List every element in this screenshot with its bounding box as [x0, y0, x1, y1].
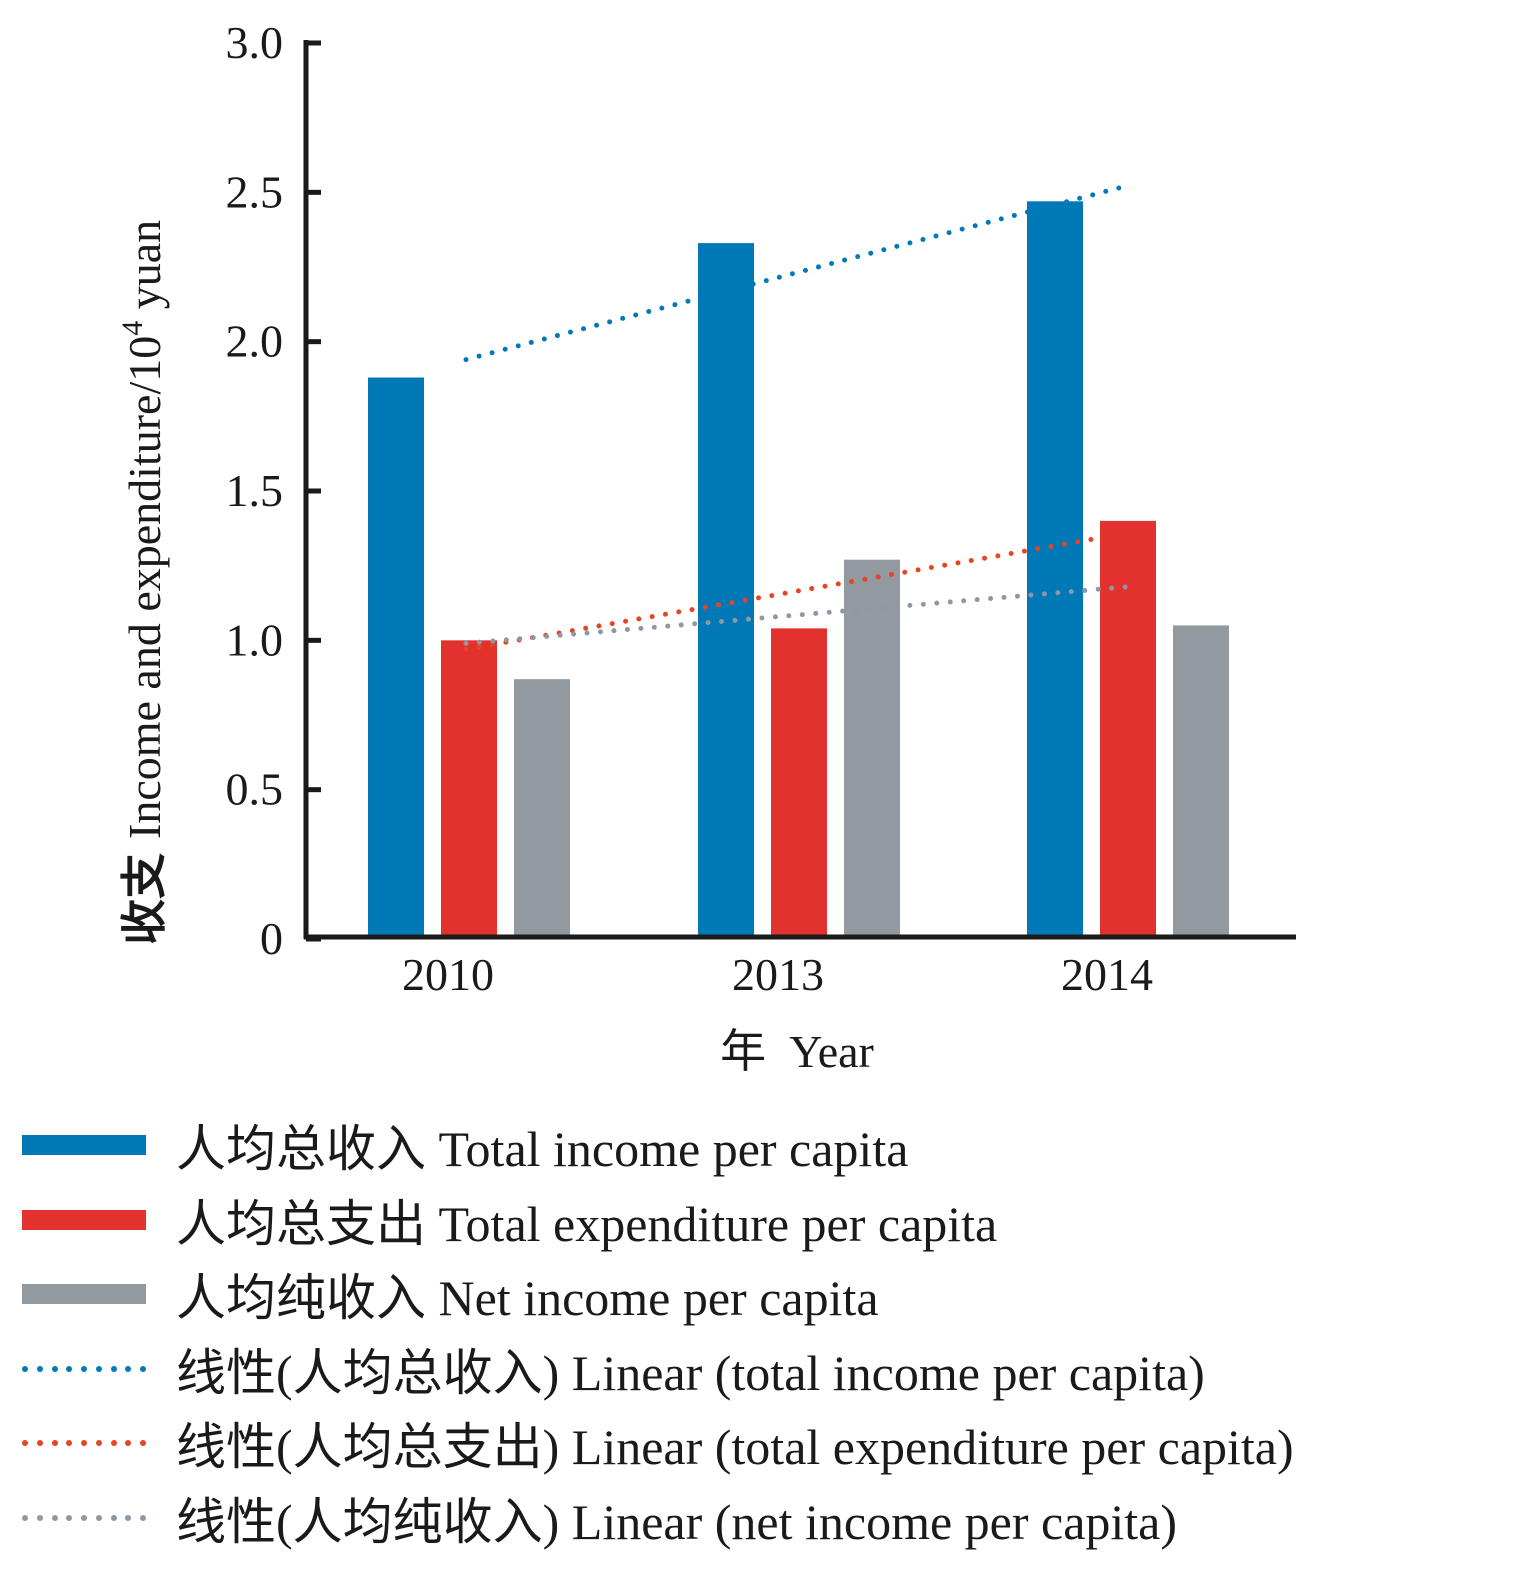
- x-tick-label: 2010: [402, 949, 494, 1000]
- legend-item: 线性(人均总支出) Linear (total expenditure per …: [22, 1406, 1294, 1481]
- y-ticks-group: 0 0.5 1.0 1.5 2.0 2.5 3.0: [226, 17, 321, 964]
- legend: 人均总收入 Total income per capita 人均总支出 Total…: [22, 1108, 1294, 1555]
- legend-dot: [51, 1514, 58, 1521]
- legend-dot: [95, 1514, 102, 1521]
- trendline-0: [463, 183, 1128, 363]
- legend-dot: [22, 1514, 28, 1521]
- svg-text:收支Income and expenditure/104 y: 收支 Income and expenditure/104 yuan: [116, 220, 170, 945]
- bar-series-2-2014: [1173, 625, 1229, 939]
- legend-dot: [66, 1514, 73, 1521]
- legend-dot: [51, 1440, 58, 1447]
- y-axis-title-unit: yuan: [119, 220, 170, 321]
- legend-dot: [22, 1440, 28, 1447]
- y-tick-label: 2.5: [226, 166, 284, 217]
- legend-dot: [140, 1440, 146, 1447]
- legend-label: 线性(人均总支出) Linear (total expenditure per …: [176, 1419, 1294, 1476]
- legend-swatch-dotted-line: [22, 1365, 146, 1373]
- x-tick-label: 2013: [732, 949, 824, 1000]
- legend-dot: [125, 1514, 132, 1521]
- x-axis-title: 年 Year: [720, 1026, 874, 1077]
- legend-item: 人均总支出 Total expenditure per capita: [22, 1183, 1294, 1258]
- legend-dot: [81, 1365, 87, 1372]
- legend-dot: [36, 1365, 43, 1372]
- bar-series-1-2010: [441, 640, 497, 939]
- legend-dot: [22, 1365, 28, 1372]
- legend-swatch-dotted-line: [22, 1514, 146, 1522]
- trendline-2: [463, 584, 1133, 646]
- legend-dot: [125, 1440, 132, 1447]
- legend-dot: [140, 1365, 146, 1372]
- legend-item: 人均纯收入 Net income per capita: [22, 1257, 1294, 1332]
- y-tick-label: 0: [260, 913, 283, 964]
- legend-label: 线性(人均纯收入) Linear (net income per capita): [176, 1493, 1178, 1550]
- bar-chart: 00.51.01.52.02.53.0 2010 2013 2014 年 Year …: [116, 17, 1296, 1077]
- bar-series-2-2013: [844, 559, 900, 939]
- legend-dot: [81, 1440, 87, 1447]
- legend-item: 线性(人均纯收入) Linear (net income per capita): [22, 1481, 1294, 1556]
- legend-dot: [51, 1365, 58, 1372]
- legend-dot: [36, 1440, 43, 1447]
- y-tick-label: 1.0: [226, 614, 284, 665]
- bar-series-1-2014: [1100, 520, 1156, 939]
- trendlines-group: [463, 183, 1133, 652]
- legend-dot: [110, 1440, 117, 1447]
- y-tick-label: 2.0: [226, 316, 284, 367]
- y-axis-title-sup: 4: [116, 321, 149, 336]
- bar-series-1-2013: [771, 628, 827, 939]
- y-axis-title-cn: 收支: [119, 853, 170, 945]
- legend-item: 人均总收入 Total income per capita: [22, 1108, 1294, 1183]
- x-tick-label: 2014: [1061, 949, 1153, 1000]
- legend-dot: [95, 1365, 102, 1372]
- legend-dot: [125, 1365, 132, 1372]
- y-axis-title-en: Income and expenditure/10: [119, 336, 170, 839]
- legend-label: 人均纯收入 Net income per capita: [176, 1270, 879, 1327]
- y-tick-label: 3.0: [226, 17, 284, 68]
- legend-label: 线性(人均总收入) Linear (total income per capit…: [176, 1344, 1205, 1401]
- legend-dot: [110, 1514, 117, 1521]
- y-tick-label: 0.5: [226, 764, 284, 815]
- legend-swatch-bar: [22, 1284, 146, 1305]
- bars-group: [368, 201, 1229, 939]
- legend-swatch-bar: [22, 1135, 146, 1156]
- bar-series-0-2013: [698, 243, 754, 939]
- legend-dot: [95, 1440, 102, 1447]
- legend-dot: [140, 1514, 146, 1521]
- legend-dot: [81, 1514, 87, 1521]
- y-axis-title: 收支 Income and expenditure/104 yuan: [116, 220, 170, 945]
- legend-dot: [36, 1514, 43, 1521]
- bar-series-0-2010: [368, 377, 424, 939]
- trendline-1: [463, 536, 1098, 652]
- legend-dot: [110, 1365, 117, 1372]
- legend-dot: [66, 1365, 73, 1372]
- legend-label: 人均总收入 Total income per capita: [176, 1121, 909, 1178]
- legend-dot: [66, 1440, 73, 1447]
- y-tick-label: 1.5: [226, 465, 284, 516]
- bar-series-2-2010: [514, 679, 570, 939]
- legend-swatch-bar: [22, 1209, 146, 1230]
- legend-label: 人均总支出 Total expenditure per capita: [176, 1195, 998, 1252]
- legend-item: 线性(人均总收入) Linear (total income per capit…: [22, 1332, 1294, 1407]
- legend-swatch-dotted-line: [22, 1439, 146, 1447]
- x-ticks-group: 2010 2013 2014: [402, 949, 1153, 1000]
- bar-series-0-2014: [1027, 201, 1083, 939]
